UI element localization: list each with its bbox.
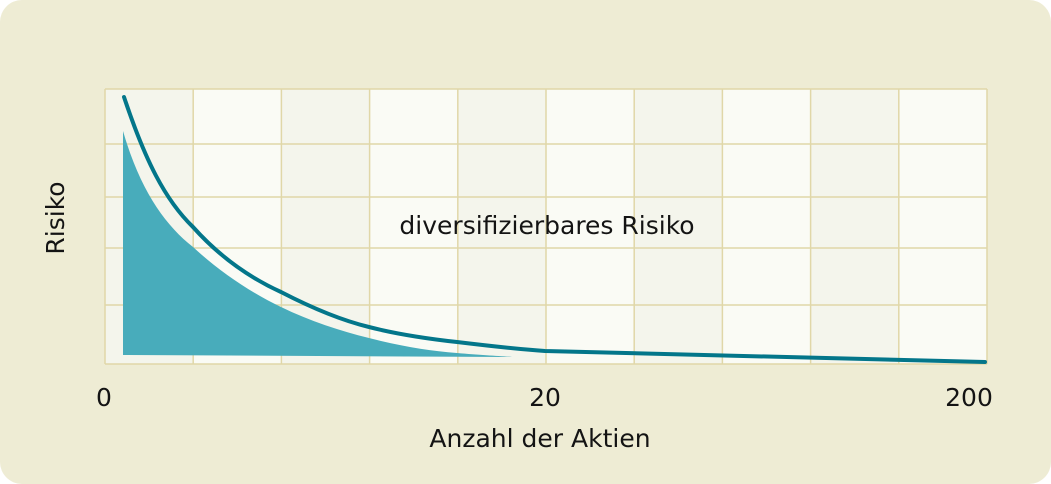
x-axis-label: Anzahl der Aktien xyxy=(429,424,650,453)
grid-column xyxy=(546,89,635,364)
plot-background xyxy=(105,89,987,364)
grid-lines xyxy=(104,88,988,365)
grid-column xyxy=(369,89,458,364)
grid-column xyxy=(634,89,723,364)
y-axis-label: Risiko xyxy=(41,181,70,254)
total-risk-curve xyxy=(122,95,987,364)
x-tick-label: 0 xyxy=(96,383,112,412)
grid-column xyxy=(457,89,546,364)
grid-column xyxy=(810,89,899,364)
diversifiable-risk-area xyxy=(123,131,512,357)
x-tick-label: 200 xyxy=(945,383,993,412)
annotation-label: diversifizierbares Risiko xyxy=(399,211,694,240)
grid-column xyxy=(898,89,987,364)
x-tick-label: 20 xyxy=(529,383,561,412)
grid-column xyxy=(722,89,811,364)
